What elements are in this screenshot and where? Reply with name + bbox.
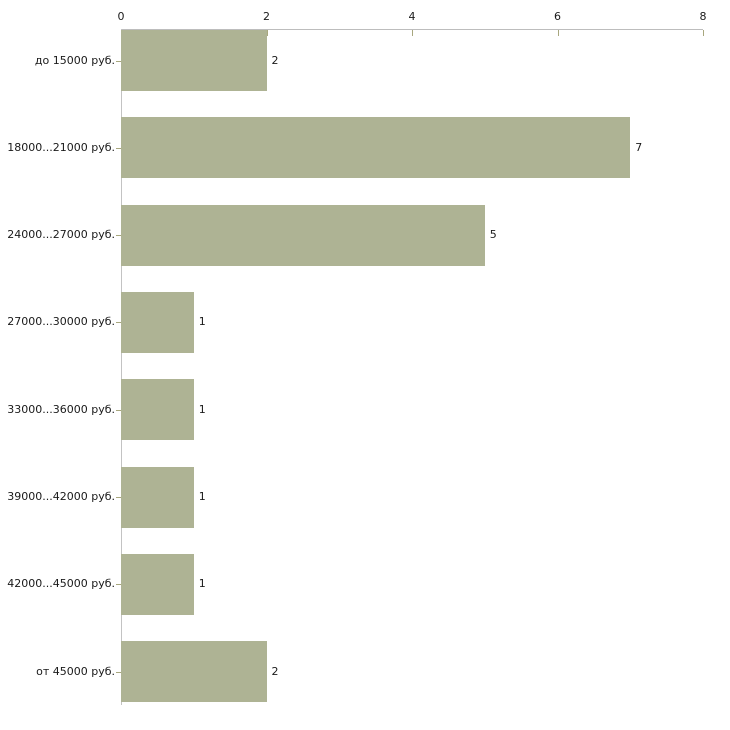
- bar[interactable]: [121, 379, 194, 441]
- x-axis-tick-label: 8: [699, 10, 707, 23]
- x-axis-tick-label: 4: [408, 10, 416, 23]
- y-axis-tick: [116, 147, 122, 149]
- bar-row: 1 33000...36000 руб.: [0, 379, 730, 441]
- category-label: 24000...27000 руб.: [7, 228, 115, 242]
- bar[interactable]: [121, 204, 485, 266]
- bar-row: 7 18000...21000 руб.: [0, 117, 730, 179]
- y-axis-tick: [116, 60, 122, 62]
- x-axis-tick-label: 2: [263, 10, 270, 23]
- category-label: до 15000 руб.: [34, 53, 115, 67]
- category-label: от 45000 руб.: [36, 664, 115, 678]
- bar[interactable]: [121, 466, 194, 528]
- x-axis-line: [121, 29, 703, 30]
- bar-row: 1 27000...30000 руб.: [0, 291, 730, 353]
- bar-value-label: 7: [635, 140, 643, 154]
- y-axis-tick: [116, 322, 122, 324]
- bar[interactable]: [121, 641, 267, 703]
- bar-value-label: 2: [271, 664, 279, 678]
- bar-value-label: 1: [198, 315, 206, 329]
- x-axis-tick: [557, 30, 559, 36]
- y-axis-tick: [116, 584, 122, 586]
- bar[interactable]: [121, 117, 631, 179]
- bar[interactable]: [121, 291, 194, 353]
- y-axis-tick: [116, 235, 122, 237]
- x-axis-tick-label: 6: [554, 10, 561, 23]
- category-label: 18000...21000 руб.: [7, 140, 115, 154]
- x-axis-tick: [266, 30, 268, 36]
- bar[interactable]: [121, 30, 267, 91]
- bar-value-label: 1: [198, 577, 206, 591]
- category-label: 42000...45000 руб.: [7, 577, 115, 591]
- x-axis-tick-label: 0: [117, 10, 125, 23]
- category-label: 27000...30000 руб.: [7, 315, 115, 329]
- category-label: 33000...36000 руб.: [7, 402, 115, 416]
- bar-value-label: 1: [198, 402, 206, 416]
- bar-value-label: 1: [198, 490, 206, 503]
- category-label: 39000...42000 руб.: [7, 490, 115, 503]
- bar-row: 5 24000...27000 руб.: [0, 204, 730, 266]
- bar-value-label: 2: [271, 53, 279, 67]
- bar[interactable]: [121, 553, 194, 615]
- bar-value-label: 5: [489, 228, 497, 242]
- y-axis-line: [121, 29, 122, 705]
- bar-row: 2 до 15000 руб.: [0, 30, 730, 91]
- y-axis-tick: [116, 671, 122, 673]
- bar-row: 1 39000...42000 руб.: [0, 466, 730, 528]
- y-axis-tick: [116, 497, 122, 498]
- x-axis-tick: [703, 30, 704, 36]
- bar-row: 1 42000...45000 руб.: [0, 553, 730, 615]
- y-axis-tick: [116, 409, 122, 411]
- x-axis-tick: [412, 30, 413, 36]
- bar-row: 2 от 45000 руб.: [0, 641, 730, 703]
